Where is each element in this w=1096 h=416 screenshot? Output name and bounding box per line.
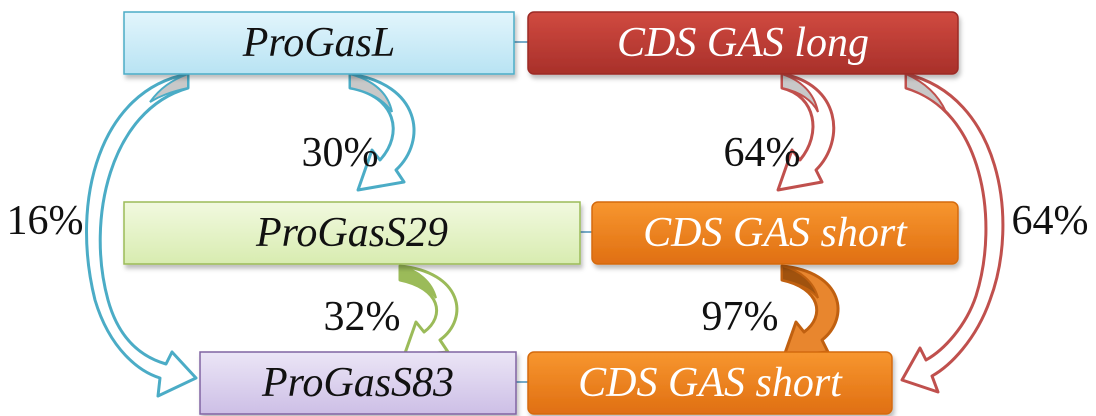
pct-cds-long-to-cds-short: 64% [723, 130, 801, 176]
arrow-progass29-to-progass83 [398, 264, 459, 358]
arrow-cds-long-to-cds-short-bottom [900, 72, 1005, 394]
box-cds-gas-short-top [591, 201, 959, 265]
pct-progass29-to-progass83: 32% [323, 294, 401, 340]
pct-progasl-to-progass83: 16% [6, 198, 84, 244]
pct-cds-short-to-cds-short: 97% [701, 294, 779, 340]
pct-progasl-to-progass29: 30% [301, 130, 379, 176]
label-progass29: ProGasS29 [255, 210, 449, 256]
pct-cds-long-to-cds-short-bottom: 64% [1011, 198, 1089, 244]
box-progass83 [199, 351, 517, 415]
label-cds-gas-short-bottom: CDS GAS short [578, 360, 842, 406]
arrow-cds-long-to-cds-short [776, 72, 836, 192]
box-progass29 [123, 201, 581, 265]
arrow-cds-short-to-cds-short [780, 264, 840, 358]
box-cds-gas-short-bottom [527, 351, 893, 415]
label-progasl: ProGasL [242, 20, 396, 66]
label-cds-gas-long: CDS GAS long [617, 20, 869, 66]
label-cds-gas-short-top: CDS GAS short [643, 210, 907, 256]
box-cds-gas-long [527, 11, 959, 75]
arrow-progasl-to-progass83 [85, 72, 198, 398]
arrow-progasl-to-progass29 [348, 72, 416, 192]
box-progasl [123, 11, 515, 75]
label-progass83: ProGasS83 [261, 360, 455, 406]
